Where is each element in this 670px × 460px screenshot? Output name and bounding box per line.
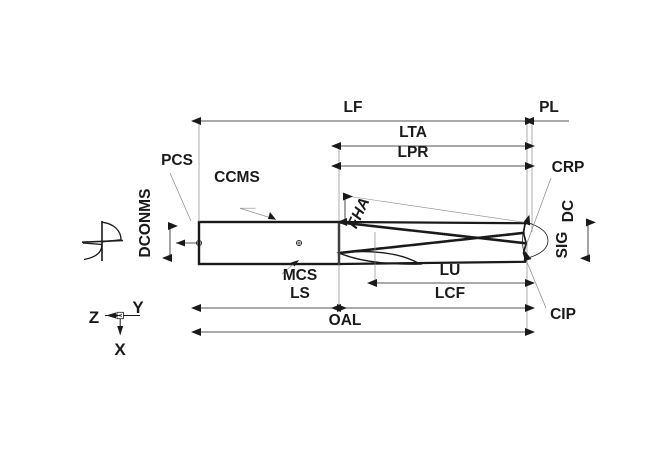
svg-text:X: X [114, 340, 126, 359]
svg-text:LCF: LCF [435, 285, 465, 302]
svg-text:LTA: LTA [399, 124, 427, 141]
svg-text:CRP: CRP [552, 159, 585, 176]
svg-text:SIG: SIG [554, 232, 571, 259]
svg-text:LPR: LPR [398, 144, 429, 161]
svg-text:CCMS: CCMS [214, 169, 260, 186]
svg-text:DCONMS: DCONMS [137, 189, 154, 258]
svg-text:LS: LS [290, 285, 310, 302]
svg-text:DC: DC [560, 200, 577, 222]
svg-text:PL: PL [539, 99, 559, 116]
svg-text:LF: LF [344, 99, 363, 116]
svg-text:OAL: OAL [329, 312, 362, 329]
svg-text:Z: Z [89, 308, 99, 327]
svg-text:LU: LU [440, 262, 461, 279]
svg-text:CIP: CIP [550, 306, 576, 323]
svg-text:Y: Y [132, 298, 144, 317]
svg-text:PCS: PCS [161, 152, 193, 169]
svg-text:MCS: MCS [283, 267, 317, 284]
